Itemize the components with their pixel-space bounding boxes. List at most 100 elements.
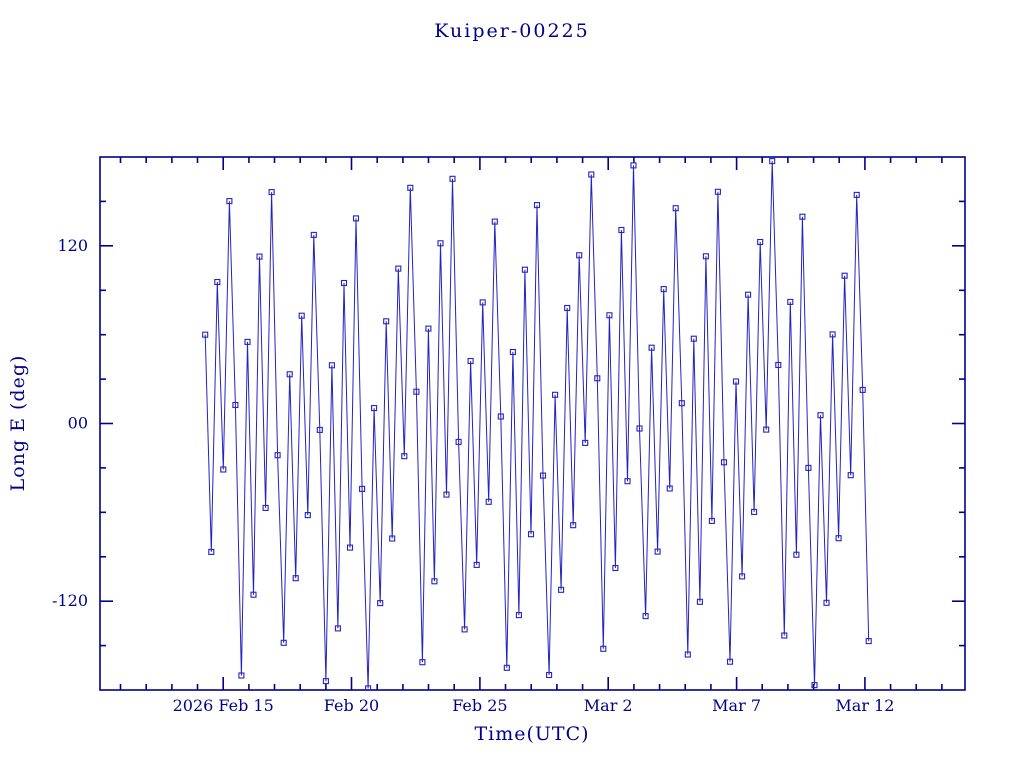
data-point-marker xyxy=(726,658,734,665)
data-point-marker xyxy=(564,304,571,312)
data-point-marker xyxy=(425,325,432,332)
data-point-marker xyxy=(431,578,438,585)
data-point-marker xyxy=(497,413,504,420)
tick-labels: 2026 Feb 15 Feb 20 Feb 25 Mar 2 Mar 7 Mar 12 1… xyxy=(52,236,894,715)
data-point-marker xyxy=(702,253,709,260)
data-point-marker xyxy=(389,535,396,542)
data-point-marker xyxy=(793,551,800,558)
data-point-marker xyxy=(419,659,426,666)
data-point-marker xyxy=(853,191,860,198)
data-point-marker xyxy=(443,491,450,498)
data-point-marker xyxy=(449,175,456,182)
data-point-marker xyxy=(558,586,565,593)
data-point-marker xyxy=(745,291,752,298)
data-point-marker xyxy=(606,312,613,319)
data-point-marker xyxy=(413,388,420,395)
axis-ticks xyxy=(100,157,965,690)
x-tick-label: Mar 7 xyxy=(712,696,761,715)
y-axis-label: Long E (deg) xyxy=(7,355,29,492)
data-point-marker xyxy=(690,335,697,342)
data-series xyxy=(202,158,872,690)
data-point-marker xyxy=(781,632,788,639)
data-line xyxy=(204,161,870,689)
data-point-marker xyxy=(371,405,378,412)
data-point-marker xyxy=(684,651,691,658)
data-point-marker xyxy=(310,231,317,238)
data-point-marker xyxy=(769,158,776,165)
data-point-marker xyxy=(787,298,794,305)
data-point-marker xyxy=(841,272,848,279)
data-point-marker xyxy=(600,645,607,652)
data-point-marker xyxy=(739,573,746,580)
data-point-marker xyxy=(214,278,221,286)
data-point-marker xyxy=(654,548,661,555)
data-point-marker xyxy=(672,205,679,212)
data-point-marker xyxy=(256,253,263,260)
data-point-marker xyxy=(835,535,842,542)
data-point-marker xyxy=(648,344,655,351)
data-point-marker xyxy=(238,672,245,679)
data-point-marker xyxy=(624,478,631,485)
x-tick-label: Mar 12 xyxy=(835,696,894,715)
data-point-marker xyxy=(383,318,390,325)
data-point-marker xyxy=(509,348,516,356)
data-point-marker xyxy=(515,612,522,619)
data-point-marker xyxy=(232,401,239,409)
data-point-marker xyxy=(479,299,486,306)
data-point-marker xyxy=(250,591,257,598)
data-point-marker xyxy=(286,371,293,378)
data-point-marker xyxy=(757,238,764,246)
data-point-marker xyxy=(491,218,498,225)
data-point-marker xyxy=(612,564,619,572)
data-point-marker xyxy=(365,685,372,690)
data-point-marker xyxy=(539,472,547,479)
data-point-marker xyxy=(298,312,305,319)
data-point-marker xyxy=(865,638,872,645)
y-tick-label: 120 xyxy=(57,236,88,255)
y-tick-label: -120 xyxy=(52,591,88,610)
data-point-marker xyxy=(763,426,770,433)
data-point-marker xyxy=(340,279,348,287)
x-tick-label: Feb 25 xyxy=(452,696,507,715)
data-point-marker xyxy=(437,240,444,247)
data-point-marker xyxy=(576,252,583,259)
x-tick-label: Mar 2 xyxy=(584,696,633,715)
data-point-marker xyxy=(322,678,329,685)
data-point-marker xyxy=(455,438,462,445)
data-point-marker xyxy=(304,512,311,519)
data-point-marker xyxy=(660,286,667,293)
data-point-marker xyxy=(811,682,818,689)
data-point-marker xyxy=(377,600,384,607)
x-tick-label: Feb 20 xyxy=(324,696,379,715)
data-point-marker xyxy=(642,613,649,620)
data-point-marker xyxy=(268,189,275,196)
data-point-marker xyxy=(467,357,474,365)
data-point-marker xyxy=(678,400,685,407)
data-point-marker xyxy=(395,265,402,272)
data-point-marker xyxy=(829,331,836,338)
data-point-marker xyxy=(473,561,480,568)
data-point-marker xyxy=(546,671,553,679)
data-point-marker xyxy=(244,338,251,345)
data-point-marker xyxy=(461,626,468,633)
data-point-marker xyxy=(208,548,215,555)
data-point-marker xyxy=(202,331,209,338)
data-point-marker xyxy=(570,522,577,529)
data-point-marker xyxy=(582,439,589,446)
data-point-marker xyxy=(714,188,721,195)
data-point-marker xyxy=(666,485,673,492)
data-point-marker xyxy=(521,266,528,273)
data-point-marker xyxy=(485,498,492,505)
data-point-marker xyxy=(618,226,625,234)
data-point-marker xyxy=(352,215,360,222)
data-point-marker xyxy=(407,184,414,191)
data-point-marker xyxy=(328,362,335,369)
data-point-marker xyxy=(262,504,269,511)
data-point-marker xyxy=(696,598,703,605)
chart-title: Kuiper-00225 xyxy=(434,20,589,42)
data-point-marker xyxy=(817,412,824,419)
x-tick-label: 2026 Feb 15 xyxy=(173,696,274,715)
data-point-marker xyxy=(805,464,812,471)
